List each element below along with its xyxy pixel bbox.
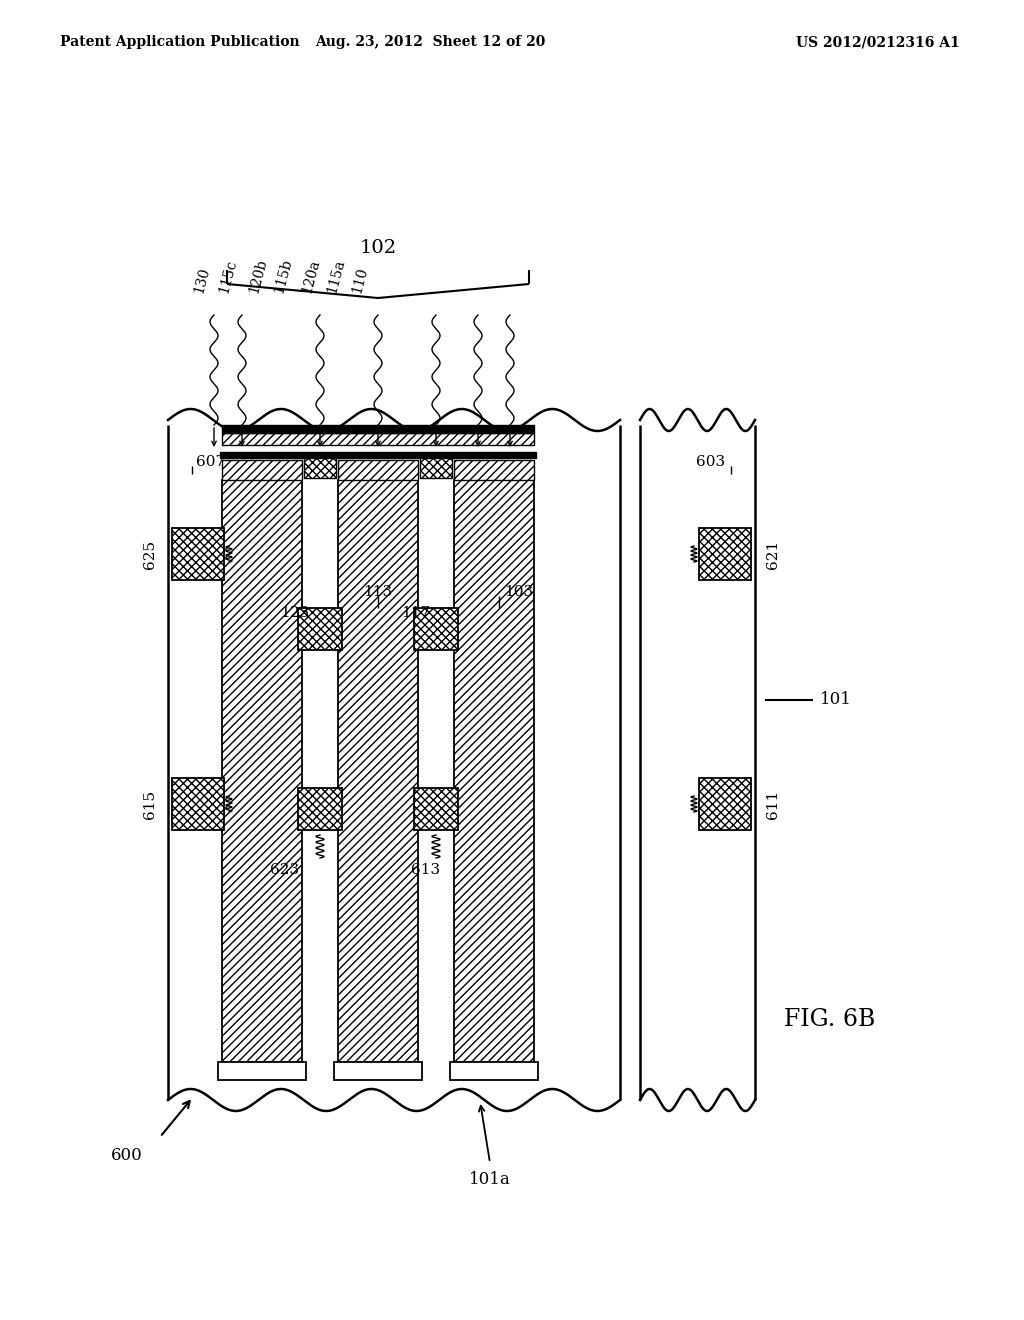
Text: 115a: 115a	[325, 257, 347, 294]
Bar	[454, 459, 534, 480]
Text: 115b: 115b	[272, 257, 295, 294]
Text: 123: 123	[280, 606, 309, 620]
Text: 101: 101	[820, 692, 852, 709]
Bar	[298, 609, 342, 649]
Bar	[334, 1063, 422, 1080]
Bar	[298, 788, 342, 830]
Text: 120b: 120b	[247, 257, 269, 294]
Bar	[338, 459, 418, 480]
Bar	[420, 455, 452, 478]
Bar	[220, 451, 536, 458]
Bar	[414, 609, 458, 649]
Text: 621: 621	[766, 540, 780, 569]
Text: 101a: 101a	[469, 1172, 511, 1188]
Text: 103: 103	[504, 585, 534, 599]
Bar	[222, 425, 534, 433]
Bar	[450, 1063, 538, 1080]
Bar	[172, 528, 224, 579]
Text: 613: 613	[412, 863, 440, 876]
Text: 607: 607	[196, 455, 225, 469]
Text: Aug. 23, 2012  Sheet 12 of 20: Aug. 23, 2012 Sheet 12 of 20	[314, 36, 545, 49]
Bar	[222, 433, 534, 445]
Bar	[172, 777, 224, 830]
Bar	[222, 459, 302, 480]
Text: 110: 110	[350, 265, 371, 294]
Bar	[699, 528, 751, 579]
Text: 113: 113	[364, 585, 392, 599]
Text: FIG. 6B: FIG. 6B	[784, 1008, 876, 1031]
Bar	[338, 480, 418, 1063]
Text: US 2012/0212316 A1: US 2012/0212316 A1	[797, 36, 961, 49]
Bar	[218, 1063, 306, 1080]
Text: 623: 623	[270, 863, 300, 876]
Text: 611: 611	[766, 789, 780, 818]
Text: 115c: 115c	[217, 259, 240, 294]
Text: 102: 102	[359, 239, 396, 257]
Bar	[699, 777, 751, 830]
Bar	[304, 455, 336, 478]
Bar	[222, 480, 302, 1063]
Bar	[414, 788, 458, 830]
Text: 120a: 120a	[300, 257, 323, 294]
Text: 625: 625	[143, 540, 157, 569]
Text: 615: 615	[143, 789, 157, 818]
Text: 600: 600	[112, 1147, 143, 1163]
Text: 117: 117	[401, 606, 430, 620]
Text: 603: 603	[696, 455, 725, 469]
Text: Patent Application Publication: Patent Application Publication	[60, 36, 300, 49]
Text: 130: 130	[193, 265, 212, 294]
Bar	[454, 480, 534, 1063]
